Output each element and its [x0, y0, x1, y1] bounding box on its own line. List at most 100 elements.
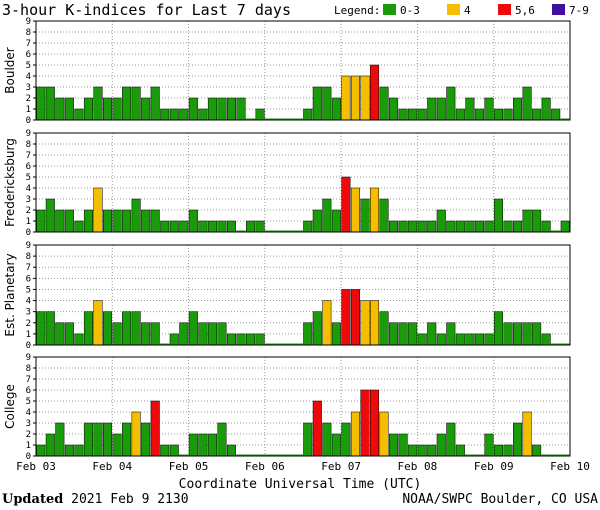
- kp-bar: [198, 108, 208, 121]
- k-index-chart: 0123456789Boulder0123456789Fredericksbur…: [3, 17, 590, 473]
- kp-bar: [293, 230, 303, 232]
- y-tick-label: 0: [26, 452, 31, 462]
- kp-bar: [513, 322, 523, 346]
- kp-bar: [207, 97, 217, 121]
- kp-bar: [246, 333, 256, 346]
- kp-bar: [474, 454, 485, 456]
- y-tick-label: 2: [26, 94, 31, 104]
- kp-bar: [350, 289, 360, 346]
- kp-bar: [274, 118, 284, 120]
- kp-bar: [93, 300, 103, 346]
- kp-bar: [188, 97, 198, 121]
- kp-bar: [522, 322, 532, 346]
- kp-bar: [255, 108, 265, 121]
- kp-bar: [236, 454, 246, 456]
- kp-bar: [303, 220, 313, 233]
- kp-bar: [312, 209, 322, 233]
- kp-bar: [283, 454, 294, 456]
- kp-bar: [331, 97, 341, 121]
- kp-bar: [207, 220, 217, 233]
- kp-bar: [398, 433, 408, 457]
- y-tick-label: 8: [26, 252, 31, 262]
- y-tick-label: 6: [26, 162, 31, 172]
- kp-bar: [55, 209, 65, 233]
- legend-item-7-9: 7-9: [552, 4, 589, 17]
- kp-bar: [83, 97, 93, 121]
- kp-bar: [179, 454, 189, 456]
- kp-bar: [389, 220, 399, 233]
- kp-bar: [160, 108, 170, 121]
- y-tick-label: 7: [26, 263, 31, 273]
- legend-swatch: [498, 4, 511, 15]
- kp-bar: [350, 187, 360, 233]
- kp-bar: [198, 322, 208, 346]
- kp-bar: [446, 86, 456, 121]
- y-tick-label: 8: [26, 140, 31, 150]
- kp-bar: [474, 220, 484, 233]
- kp-bar: [427, 97, 437, 121]
- kp-bar: [169, 444, 179, 457]
- kp-bar: [131, 86, 141, 121]
- y-tick-label: 6: [26, 274, 31, 284]
- kp-bar: [179, 108, 189, 121]
- kp-bar: [112, 322, 122, 346]
- kp-bar: [455, 220, 465, 233]
- kp-bar: [322, 86, 332, 121]
- kp-bar: [159, 343, 170, 345]
- kp-bar: [255, 454, 265, 456]
- y-tick-label: 9: [26, 17, 31, 27]
- y-tick-label: 6: [26, 386, 31, 396]
- kp-bar: [141, 322, 151, 346]
- kp-bar: [83, 209, 93, 233]
- kp-bar: [255, 333, 265, 346]
- kp-bar: [112, 97, 122, 121]
- kp-bar: [141, 209, 151, 233]
- kp-bar: [550, 454, 561, 456]
- kp-bar: [36, 444, 46, 457]
- kp-bar: [103, 209, 113, 233]
- kp-bar: [141, 97, 151, 121]
- x-tick-label: Feb 09: [474, 460, 514, 473]
- kp-bar: [236, 333, 246, 346]
- kp-bar: [293, 454, 303, 456]
- kp-bar: [446, 322, 456, 346]
- kp-bar: [541, 97, 551, 121]
- kp-bar: [64, 97, 74, 121]
- y-tick-label: 3: [26, 419, 31, 429]
- kp-bar: [150, 86, 160, 121]
- kp-bar: [74, 333, 84, 346]
- x-tick-label: Feb 08: [398, 460, 438, 473]
- kp-bar: [350, 75, 360, 121]
- kp-bar: [427, 322, 437, 346]
- kp-bar: [408, 322, 418, 346]
- kp-bar: [427, 220, 437, 233]
- kp-bar: [503, 322, 513, 346]
- kp-bar: [322, 198, 332, 233]
- kp-bar: [179, 322, 189, 346]
- kp-bar: [436, 209, 446, 233]
- y-tick-label: 5: [26, 173, 31, 183]
- kp-bar: [550, 343, 561, 345]
- kp-bar: [493, 444, 504, 457]
- kp-bar: [408, 108, 418, 121]
- kp-bar: [379, 86, 389, 121]
- kp-bar: [293, 118, 303, 120]
- kp-bar: [417, 333, 427, 346]
- kp-bar: [560, 118, 570, 120]
- kp-bar: [541, 333, 551, 346]
- kp-bar: [532, 444, 542, 457]
- y-tick-label: 1: [26, 330, 31, 340]
- kp-bar: [532, 322, 542, 346]
- kp-bar: [293, 343, 303, 345]
- kp-bar: [417, 108, 427, 121]
- station-label: College: [3, 384, 17, 429]
- y-tick-label: 9: [26, 353, 31, 363]
- kp-bar: [503, 220, 513, 233]
- kp-bar: [436, 97, 446, 121]
- legend-swatch: [447, 4, 460, 15]
- kp-bar: [360, 300, 370, 346]
- kp-bar: [55, 422, 65, 457]
- kp-bar: [455, 444, 465, 457]
- kp-bar: [522, 86, 532, 121]
- kp-bar: [427, 444, 437, 457]
